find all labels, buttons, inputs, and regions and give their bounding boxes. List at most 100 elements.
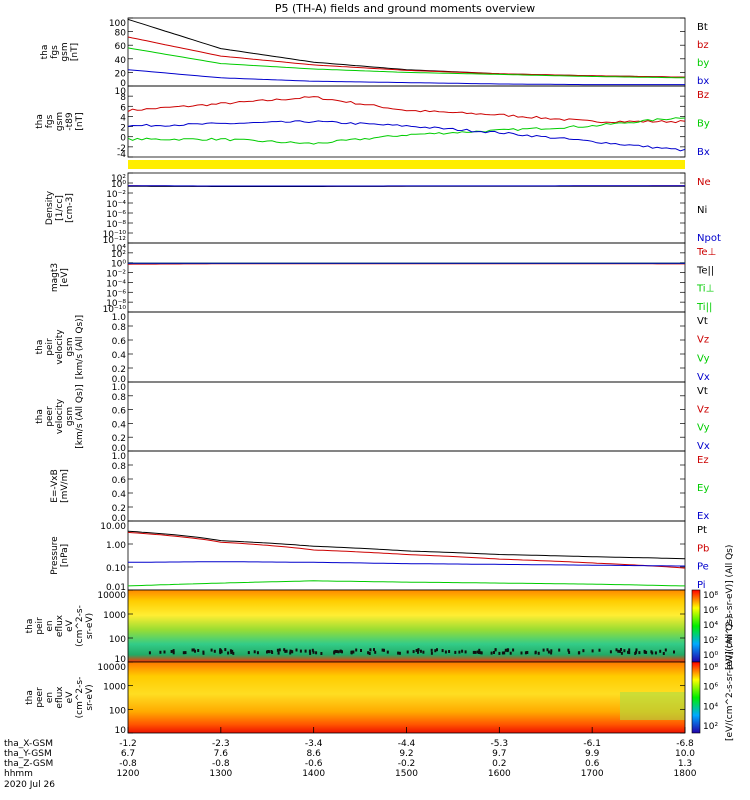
y-tick-label: 1.0	[112, 383, 127, 393]
spectrogram-speckle	[634, 651, 637, 655]
spectrogram-speckle	[526, 651, 529, 654]
spectrogram-speckle	[478, 648, 481, 652]
legend-Ti⊥: Ti⊥	[696, 284, 714, 295]
spectrogram-speckle	[645, 650, 648, 654]
spectrogram-speckle	[480, 651, 483, 655]
y-tick-label: 10.00	[100, 522, 126, 532]
y-axis-label: [eV]	[60, 268, 70, 287]
spectrogram-speckle	[472, 650, 475, 654]
ephemeris-value: -6.8	[676, 739, 694, 749]
spectrogram-speckle	[276, 648, 279, 652]
y-axis-label: gsm	[65, 407, 75, 426]
y-tick-label: 0.0	[112, 444, 127, 454]
y-tick-label: 0.01	[106, 583, 126, 593]
y-tick-label: 10⁻⁸	[106, 220, 126, 230]
spectrogram-speckle	[335, 650, 338, 653]
ephemeris-value: -6.1	[583, 739, 601, 749]
y-tick-label: 1000	[103, 683, 126, 693]
ephemeris-value: -0.8	[212, 759, 230, 769]
y-tick-label: 0.6	[112, 476, 127, 486]
ephemeris-value: -5.3	[491, 739, 509, 749]
spectrogram-speckle	[578, 651, 581, 655]
colorbar-label: [eV/(cm^2-s-sr-eV)] (All Qs)	[725, 616, 735, 741]
y-axis-label: tha	[25, 690, 35, 705]
y-tick-label: 10⁻⁴	[106, 200, 126, 210]
y-tick-label: 10	[115, 87, 127, 97]
date-label: 2020 Jul 26	[4, 780, 55, 790]
y-tick-label: 80	[115, 29, 127, 39]
spectrogram-speckle	[550, 651, 553, 655]
legend-Pi: Pi	[697, 580, 706, 591]
ephemeris-value: -0.6	[305, 759, 323, 769]
ephemeris-label: tha_X-GSM	[4, 739, 53, 749]
spectrogram-speckle	[503, 651, 506, 655]
y-axis-label: [cm-3]	[65, 193, 75, 223]
y-tick-label: 4	[120, 113, 126, 123]
y-tick-label: 10⁻²	[106, 270, 126, 280]
y-tick-label: 1.0	[112, 452, 127, 462]
y-tick-label: 10000	[97, 663, 126, 673]
y-axis-label: [km/s (All Qs)]	[75, 315, 85, 379]
y-axis-label: en	[45, 620, 55, 631]
spectrogram-speckle	[271, 651, 274, 654]
spectrogram-speckle	[227, 651, 230, 655]
y-axis-label: tha	[40, 45, 50, 60]
y-axis-label: sr-eV)	[85, 684, 95, 710]
ephemeris-value: 7.6	[214, 749, 229, 759]
legend-Bt: Bt	[697, 22, 708, 33]
ephemeris-value: -4.4	[398, 739, 416, 749]
spectrogram-speckle	[619, 649, 621, 653]
y-tick-label: 60	[115, 42, 127, 52]
spectrogram-speckle	[558, 648, 561, 652]
legend-Ne: Ne	[697, 177, 711, 188]
y-tick-label: 100	[109, 706, 126, 716]
spectrogram-speckle	[494, 648, 497, 652]
spectrogram-speckle	[504, 648, 507, 652]
colorbar-tick-label: 10⁸	[703, 663, 718, 673]
y-axis-label: magt3	[50, 263, 60, 292]
colorbar	[691, 661, 701, 734]
spectrogram-speckle	[184, 651, 187, 655]
y-axis-label: velocity	[55, 329, 65, 365]
spectrogram-speckle	[373, 648, 375, 652]
y-tick-label: 0.6	[112, 337, 127, 347]
spectrogram-speckle	[213, 649, 216, 653]
y-axis-label: gsm	[55, 112, 65, 131]
colorbar	[691, 589, 701, 663]
y-axis-label: fgs	[50, 45, 60, 59]
spectrogram-speckle	[430, 648, 433, 652]
y-tick-label: 0.2	[112, 365, 126, 375]
spectrogram-speckle	[638, 651, 641, 655]
spectrogram-speckle	[290, 650, 293, 653]
y-tick-label: 10⁻⁸	[106, 299, 126, 309]
spectrogram-speckle	[295, 648, 298, 652]
spectrogram-speckle	[299, 649, 302, 653]
spectrogram-speckle	[550, 649, 553, 653]
y-tick-label: 0.10	[106, 564, 126, 574]
legend-bx: bx	[697, 76, 709, 87]
spectrogram-speckle	[444, 650, 447, 654]
spectrogram-speckle	[568, 650, 571, 654]
y-tick-label: 2	[120, 124, 126, 134]
ephemeris-value: 6.7	[121, 749, 135, 759]
y-tick-label: 10⁻⁴	[106, 279, 126, 289]
spectrogram-speckle	[369, 648, 372, 652]
spectrogram-speckle	[512, 648, 515, 652]
panel-frame	[127, 520, 686, 591]
ephemeris-label: tha_Z-GSM	[4, 759, 53, 769]
spectrogram-speckle	[337, 650, 340, 654]
y-tick-label: 100	[109, 635, 126, 645]
y-tick-label: 0.6	[112, 407, 127, 417]
y-axis-label: sr-eV)	[85, 613, 95, 639]
spectrogram-speckle	[309, 651, 312, 655]
spectrogram-speckle	[461, 649, 464, 653]
y-axis-label: (cm^2-s-	[75, 677, 85, 719]
spectrogram-speckle	[417, 648, 420, 652]
y-tick-label: 10⁻²	[106, 190, 126, 200]
ephemeris-value: 1300	[209, 769, 232, 779]
series-Pi	[127, 580, 685, 587]
spectrogram-speckle	[651, 651, 654, 655]
spectrogram-speckle	[406, 650, 409, 654]
spectrogram-speckle	[202, 650, 205, 654]
